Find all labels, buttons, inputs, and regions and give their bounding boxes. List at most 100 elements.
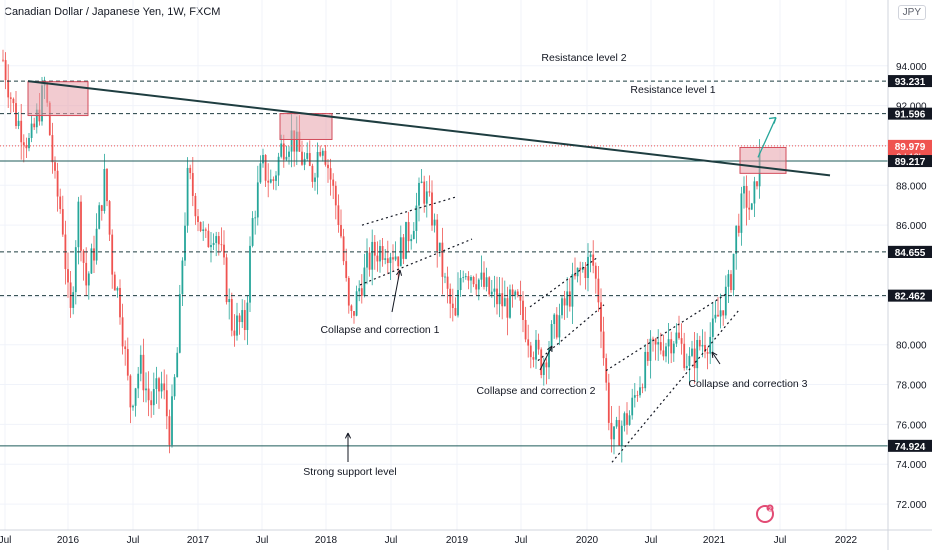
candle-body [711, 318, 714, 337]
candle-body [223, 244, 225, 258]
candle-body [618, 420, 621, 446]
candle-body [501, 293, 504, 307]
candle-body [555, 314, 558, 338]
candle-body [220, 244, 223, 246]
candle-body [485, 277, 488, 287]
candle-body [350, 305, 353, 311]
candle-body [631, 397, 634, 416]
resistance-zone-box [279, 113, 333, 140]
candle-body [329, 168, 332, 180]
candle-body [402, 237, 405, 259]
candle-body [212, 242, 215, 246]
candle-body [724, 286, 727, 316]
candle-body [678, 332, 680, 339]
time-axis[interactable]: Jul 2016 Jul 2017 Jul 2018 Jul 2019 Jul 2020 Jul 20… [0, 529, 932, 546]
candle-body [626, 413, 628, 425]
candle-body [67, 269, 69, 283]
price-axis[interactable]: 94.00092.00090.00088.00086.00082.40080.0… [887, 0, 932, 550]
candle-body [262, 154, 264, 164]
candle-body [233, 330, 236, 336]
annotation-text: Collapse and correction 2 [476, 385, 595, 397]
candle-body [319, 151, 322, 156]
candle-body [9, 97, 12, 99]
x-tick-label: Jul [515, 535, 528, 546]
x-tick-label: Jul [127, 535, 140, 546]
candle-body [236, 315, 238, 336]
candle-body [241, 310, 244, 323]
candle-body [197, 216, 199, 223]
candle-body [282, 143, 285, 160]
candle-body [280, 143, 283, 157]
candle-body [519, 295, 522, 301]
candle-body [108, 201, 111, 235]
event-marker[interactable]: 2 [756, 504, 774, 523]
candle-body [748, 207, 751, 210]
candle-body [251, 218, 254, 246]
candle-body [306, 153, 309, 159]
candle-body [550, 324, 553, 349]
candle-body [30, 123, 33, 138]
candle-body [646, 351, 649, 361]
y-tick-label: 80.000 [896, 341, 927, 352]
candle-body [285, 156, 288, 160]
candle-body [563, 298, 566, 306]
candle-body [464, 276, 467, 278]
candle-body [641, 387, 644, 389]
x-tick-label: 2019 [446, 535, 469, 546]
event-marker-count: 2 [768, 507, 772, 513]
candle-body [537, 339, 540, 350]
candle-body [22, 142, 25, 146]
candle-body [17, 120, 20, 127]
currency-badge[interactable]: JPY [897, 5, 926, 20]
candle-body [490, 291, 493, 295]
candle-body [368, 252, 371, 270]
y-tick-label: 94.000 [896, 62, 927, 73]
candle-body [589, 254, 592, 257]
candle-body [446, 276, 449, 289]
candle-body [522, 300, 524, 320]
candle-body [652, 338, 654, 340]
candle-body [698, 339, 701, 347]
candle-body [353, 310, 355, 316]
candle-body [267, 180, 270, 183]
candle-body [116, 287, 119, 291]
candle-body [412, 230, 415, 240]
y-tick-label: 74.000 [896, 460, 927, 471]
candle-body [111, 234, 114, 275]
channel-1-upper [361, 196, 456, 226]
candle-body [155, 378, 158, 390]
candle-body [147, 388, 150, 401]
candle-body [701, 345, 704, 347]
candle-body [636, 395, 639, 396]
channel-2-upper [529, 256, 599, 308]
candle-body [121, 317, 124, 347]
candle-body [171, 396, 173, 445]
candle-body [392, 257, 394, 260]
chart-title: Canadian Dollar / Japanese Yen, 1W, FXCM [4, 6, 221, 18]
arrow-correction-3-head [711, 351, 718, 359]
candle-body [467, 276, 470, 281]
channel-3-lower [611, 308, 741, 463]
candle-body [745, 185, 748, 208]
candle-body [228, 299, 231, 303]
candle-body [657, 342, 660, 345]
candle-body [165, 390, 168, 417]
candle-body [243, 310, 246, 331]
arrow-correction-2 [539, 345, 553, 371]
y-tick-label: 78.000 [896, 381, 927, 392]
candle-body [72, 292, 75, 308]
candle-body [415, 205, 418, 231]
candle-body [683, 343, 686, 369]
candle-body [488, 277, 491, 295]
candle-body [503, 298, 506, 307]
candle-body [496, 288, 498, 305]
candle-body [189, 167, 192, 174]
candle-body [25, 145, 28, 149]
candle-body [363, 267, 366, 296]
candle-body [217, 236, 220, 245]
candle-body [129, 375, 132, 408]
candle-body [56, 170, 59, 197]
channel-2-lower [537, 304, 605, 362]
level-84-655-price-label: 84.655 [895, 248, 926, 259]
